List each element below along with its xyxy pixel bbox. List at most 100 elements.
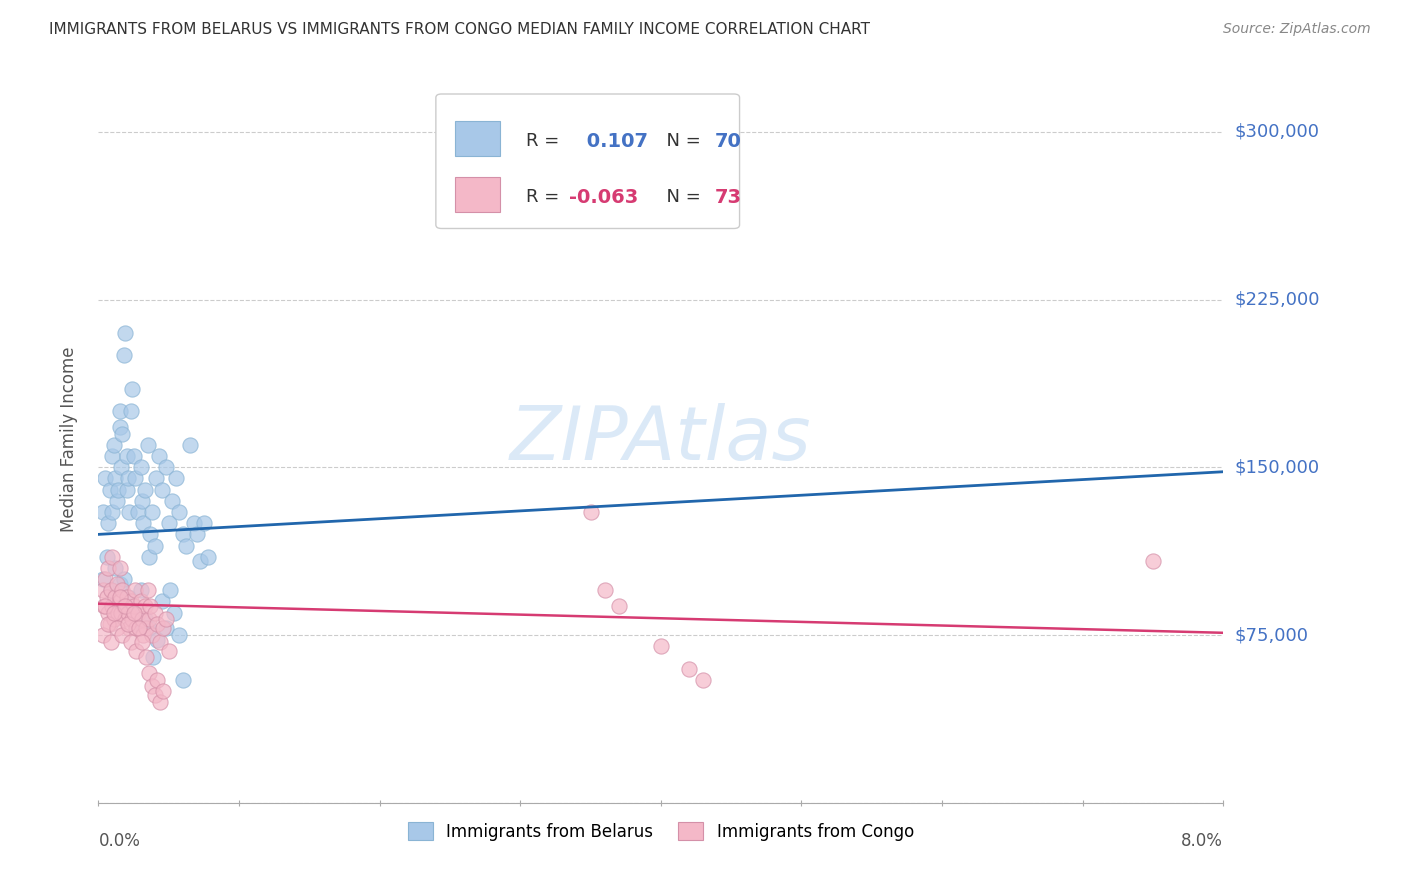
Point <box>117 590 139 604</box>
Point <box>114 612 136 626</box>
Point <box>174 539 197 553</box>
Point <box>125 643 148 657</box>
Point <box>197 549 219 564</box>
Point <box>91 572 114 586</box>
Point <box>115 590 138 604</box>
Text: 0.0%: 0.0% <box>98 832 141 850</box>
Point <box>143 606 166 620</box>
Point <box>118 621 141 635</box>
Point <box>91 628 114 642</box>
Point <box>110 460 132 475</box>
Point <box>108 576 131 591</box>
Point <box>96 590 118 604</box>
Point <box>157 516 180 531</box>
Point <box>150 594 173 608</box>
Point <box>131 634 153 648</box>
Point <box>91 505 114 519</box>
Point <box>105 576 128 591</box>
Point <box>143 689 166 703</box>
Point <box>122 606 145 620</box>
Point <box>129 583 152 598</box>
Point <box>115 449 138 463</box>
Point <box>128 621 150 635</box>
Point <box>157 643 180 657</box>
Point <box>1142 554 1164 568</box>
Point <box>139 527 162 541</box>
Point <box>193 516 215 531</box>
Point <box>145 471 167 485</box>
Point <box>134 483 156 497</box>
Point <box>167 628 190 642</box>
Point <box>110 606 132 620</box>
Point <box>141 680 163 694</box>
Point <box>108 420 131 434</box>
Point <box>183 516 205 531</box>
Point <box>607 599 630 613</box>
Point <box>120 634 142 648</box>
Point <box>96 549 118 564</box>
Point <box>103 438 125 452</box>
Point <box>132 516 155 531</box>
Point <box>136 438 159 452</box>
Point <box>160 493 183 508</box>
Point <box>117 616 139 631</box>
Point <box>98 616 121 631</box>
FancyBboxPatch shape <box>456 121 501 156</box>
Point <box>114 326 136 340</box>
Point <box>124 471 146 485</box>
Point <box>104 590 127 604</box>
Point <box>172 673 194 687</box>
Point <box>146 632 169 647</box>
Text: 70: 70 <box>714 132 742 151</box>
Point <box>678 662 700 676</box>
Text: N =: N = <box>655 132 707 150</box>
Point <box>121 612 143 626</box>
Point <box>159 583 181 598</box>
Point <box>103 606 125 620</box>
Point <box>101 549 124 564</box>
Point <box>155 460 177 475</box>
Point <box>101 449 124 463</box>
Point <box>94 471 117 485</box>
Point <box>97 561 120 575</box>
Point <box>155 621 177 635</box>
Point <box>143 539 166 553</box>
Point <box>138 549 160 564</box>
Point <box>131 493 153 508</box>
Point <box>101 505 124 519</box>
Text: $75,000: $75,000 <box>1234 626 1309 644</box>
Point <box>107 483 129 497</box>
Point <box>136 583 159 598</box>
Text: IMMIGRANTS FROM BELARUS VS IMMIGRANTS FROM CONGO MEDIAN FAMILY INCOME CORRELATIO: IMMIGRANTS FROM BELARUS VS IMMIGRANTS FR… <box>49 22 870 37</box>
Text: $225,000: $225,000 <box>1234 291 1320 309</box>
Point <box>135 621 157 635</box>
Point <box>125 621 148 635</box>
Point <box>114 599 136 613</box>
Point <box>121 599 143 613</box>
Point <box>127 606 149 620</box>
Point <box>97 606 120 620</box>
Point <box>108 561 131 575</box>
Text: 0.107: 0.107 <box>579 132 648 151</box>
Point <box>142 650 165 665</box>
Point <box>131 612 153 626</box>
Point <box>112 348 135 362</box>
Point <box>117 606 139 620</box>
Point <box>101 599 124 613</box>
Point <box>103 612 125 626</box>
Point <box>148 449 170 463</box>
Point <box>152 684 174 698</box>
Point <box>104 561 127 575</box>
Point <box>172 527 194 541</box>
Point <box>112 599 135 613</box>
Point <box>135 650 157 665</box>
Point <box>100 634 122 648</box>
Text: R =: R = <box>526 188 565 206</box>
Point <box>146 673 169 687</box>
Legend: Immigrants from Belarus, Immigrants from Congo: Immigrants from Belarus, Immigrants from… <box>399 814 922 849</box>
Point <box>138 666 160 681</box>
Point <box>100 583 122 598</box>
Point <box>146 616 169 631</box>
Point <box>167 505 190 519</box>
Text: $150,000: $150,000 <box>1234 458 1319 476</box>
